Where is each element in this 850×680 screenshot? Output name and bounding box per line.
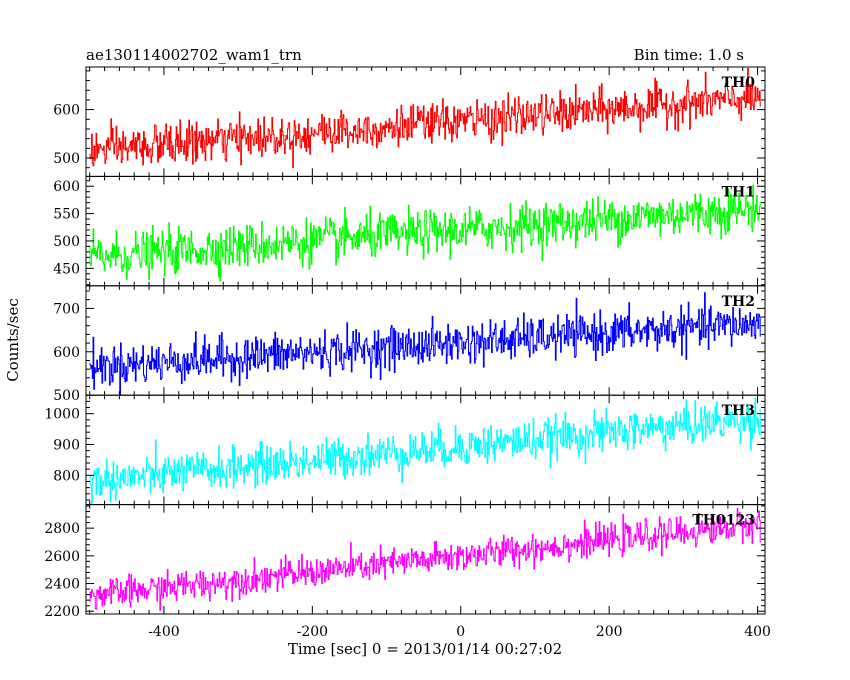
panel-th1: 450 500 550 600 TH1 — [53, 175, 766, 287]
series-label-th0: TH0 — [722, 75, 756, 91]
y-tick-label: 450 — [53, 261, 80, 277]
series-line-th2 — [89, 292, 761, 396]
y-tick-label: 600 — [53, 345, 80, 361]
y-tick-label: 600 — [53, 103, 80, 119]
panel-frame — [85, 175, 766, 287]
x-tick-label: 200 — [596, 624, 623, 640]
y-tick-label: 2600 — [44, 549, 80, 565]
series-label-th3: TH3 — [722, 403, 755, 419]
y-tick-label: 700 — [53, 301, 80, 317]
y-tick-label: 500 — [53, 234, 80, 250]
y-tick-label: 500 — [53, 151, 80, 167]
y-tick-label: 2200 — [44, 604, 80, 620]
x-axis-label: Time [sec] 0 = 2013/01/14 00:27:02 — [288, 640, 562, 658]
y-tick-label: 2400 — [44, 577, 80, 593]
series-line-th3 — [89, 397, 761, 505]
y-tick-label: 900 — [53, 438, 80, 454]
y-tick-label: 1000 — [44, 407, 80, 423]
x-tick-label: -200 — [297, 624, 328, 640]
series-label-th0123: TH0123 — [692, 513, 755, 529]
panels-group: 500 600 TH0 450 500 550 600 TH1 500 600 700 TH2 800 9… — [44, 66, 771, 640]
panel-frame — [85, 66, 766, 177]
y-tick-label: 500 — [53, 388, 80, 404]
x-tick-label: -400 — [148, 624, 179, 640]
y-tick-label: 600 — [53, 179, 80, 195]
series-label-th1: TH1 — [722, 184, 755, 200]
panel-frame — [85, 285, 766, 396]
panel-th3: 800 900 1000 TH3 — [44, 394, 766, 506]
y-tick-label: 2800 — [44, 521, 80, 537]
x-tick-label: 400 — [744, 624, 771, 640]
panel-th2: 500 600 700 TH2 — [53, 285, 766, 404]
figure-title: ae130114002702_wam1_trn — [86, 46, 302, 64]
series-line-th1 — [89, 184, 761, 282]
y-tick-label: 800 — [53, 468, 80, 484]
panel-th0123: 2200 2400 2600 2800 TH0123 — [44, 504, 766, 620]
panel-frame — [85, 504, 766, 615]
panel-th0: 500 600 TH0 — [53, 66, 766, 177]
y-tick-label: 550 — [53, 207, 80, 223]
x-tick-label: 0 — [456, 624, 465, 640]
series-line-th0123 — [89, 508, 761, 611]
bin-time-label: Bin time: 1.0 s — [634, 46, 744, 64]
y-axis-label: Counts/sec — [4, 298, 22, 382]
series-line-th0 — [89, 67, 761, 169]
series-label-th2: TH2 — [722, 294, 755, 310]
